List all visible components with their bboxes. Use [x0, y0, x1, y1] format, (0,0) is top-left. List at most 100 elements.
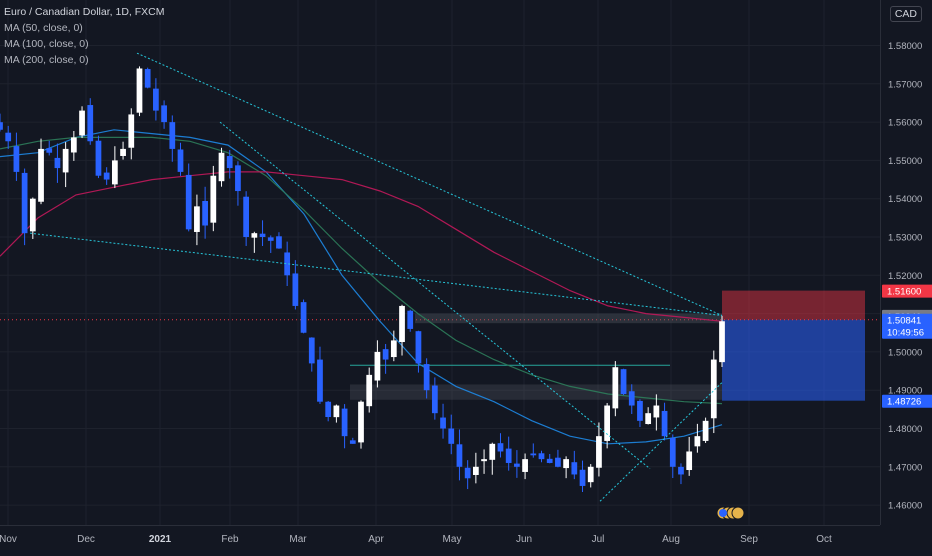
- candle-body: [251, 233, 258, 238]
- candle-body: [21, 172, 28, 234]
- price-tick-label: 1.54000: [888, 194, 922, 205]
- candle-body: [29, 198, 36, 232]
- candle-body: [300, 302, 307, 333]
- indicator-ma50-label[interactable]: MA (50, close, 0): [4, 22, 83, 34]
- trendline: [599, 382, 723, 502]
- candle-body: [637, 400, 643, 421]
- price-tick-label: 1.46000: [888, 501, 922, 512]
- time-tick-label: Jun: [516, 534, 532, 545]
- symbol-title[interactable]: Euro / Canadian Dollar, 1D, FXCM: [4, 6, 165, 18]
- candle-body: [259, 233, 266, 237]
- indicator-ma200-label[interactable]: MA (200, close, 0): [4, 54, 89, 66]
- candle-body: [571, 462, 578, 475]
- candle-body: [612, 367, 619, 409]
- candle-body: [111, 160, 118, 185]
- time-tick-label: Apr: [368, 534, 384, 545]
- take-profit-zone: [722, 319, 865, 401]
- time-axis-scale: Nov Dec 2021 Feb Mar Apr May Jun Jul Aug Sep Oct: [0, 534, 832, 545]
- chart-area[interactable]: [0, 0, 880, 525]
- candle-body: [161, 105, 167, 123]
- indicator-ma100-label[interactable]: MA (100, close, 0): [4, 38, 89, 50]
- candle-body: [694, 436, 701, 447]
- candle-body: [128, 114, 135, 148]
- price-label-tag: [882, 313, 932, 327]
- candle-body: [0, 122, 3, 130]
- candle-body: [87, 105, 94, 142]
- time-tick-label: 2021: [149, 534, 172, 545]
- candle-body: [169, 122, 176, 149]
- moving-average-line: [0, 171, 723, 322]
- event-coin: [731, 506, 745, 520]
- candle-body: [284, 252, 291, 276]
- candle-body: [144, 69, 151, 88]
- price-label: 10:49:56: [887, 328, 924, 339]
- candle-body: [103, 172, 110, 180]
- candle-body: [95, 140, 102, 176]
- price-axis[interactable]: 1.58000 1.57000 1.56000 1.55000 1.54000 1.530…: [880, 0, 932, 550]
- candle-body: [120, 148, 126, 156]
- time-tick-label: Dec: [77, 534, 95, 545]
- candle-body: [604, 405, 611, 441]
- candle-body: [54, 157, 61, 169]
- price-tick-label: 1.55000: [888, 156, 922, 167]
- candle-body: [267, 237, 274, 241]
- candle-body: [46, 148, 53, 153]
- support-zone: [350, 384, 722, 400]
- candle-body: [243, 196, 250, 237]
- candle-body: [555, 457, 561, 467]
- candle-body: [136, 68, 143, 113]
- price-tick-label: 1.49000: [888, 386, 922, 397]
- moving-average-line: [0, 136, 723, 405]
- candle-body: [464, 467, 471, 479]
- candle-body: [390, 340, 397, 358]
- candle-body: [202, 200, 208, 226]
- candle-body: [497, 443, 504, 452]
- trendline: [29, 232, 723, 317]
- candle-body: [661, 410, 668, 437]
- price-axis-scale: 1.58000 1.57000 1.56000 1.55000 1.54000 1.530…: [882, 41, 932, 550]
- time-tick-label: Nov: [0, 534, 17, 545]
- candle-body: [514, 463, 520, 467]
- candle-body: [448, 428, 455, 444]
- candle-body: [292, 273, 299, 306]
- price-label: 1.48726: [887, 397, 921, 408]
- candle-body: [710, 359, 717, 419]
- price-tick-label: 1.50000: [888, 347, 922, 358]
- event-coin-center: [719, 509, 727, 517]
- candle-body: [538, 453, 545, 460]
- candle-body: [366, 374, 373, 407]
- candle-body: [349, 440, 356, 444]
- candle-body: [79, 110, 85, 136]
- price-tick-label: 1.53000: [888, 233, 922, 244]
- currency-badge[interactable]: CAD: [889, 6, 922, 22]
- price-chart[interactable]: [0, 0, 880, 525]
- candle-body: [358, 401, 364, 443]
- candle-body: [628, 391, 635, 406]
- candle-body: [472, 466, 479, 475]
- chart-legend: Euro / Canadian Dollar, 1D, FXCM MA (50,…: [4, 4, 164, 68]
- candle-body: [423, 364, 430, 391]
- candle-body: [579, 469, 586, 486]
- time-axis[interactable]: Nov Dec 2021 Feb Mar Apr May Jun Jul Aug Sep Oct: [0, 525, 880, 551]
- candle-body: [481, 459, 487, 462]
- price-label: 1.51600: [887, 287, 921, 298]
- candle-body: [276, 236, 282, 249]
- time-tick-label: Mar: [289, 534, 307, 545]
- candle-body: [678, 466, 684, 475]
- candle-body: [546, 458, 553, 463]
- candle-body: [719, 321, 725, 363]
- candle-body: [399, 305, 405, 343]
- time-tick-label: May: [443, 534, 462, 545]
- candle-body: [317, 359, 323, 402]
- candle-body: [177, 149, 184, 172]
- price-label-tag: [882, 325, 932, 339]
- candle-body: [522, 459, 528, 472]
- price-tick-label: 1.57000: [888, 79, 922, 90]
- resistance-zone: [415, 313, 722, 324]
- candle-body: [415, 331, 422, 364]
- candle-body: [194, 206, 200, 232]
- candle-body: [226, 156, 233, 169]
- time-tick-label: Aug: [662, 534, 680, 545]
- candle-body: [382, 349, 389, 360]
- trendline: [219, 121, 651, 470]
